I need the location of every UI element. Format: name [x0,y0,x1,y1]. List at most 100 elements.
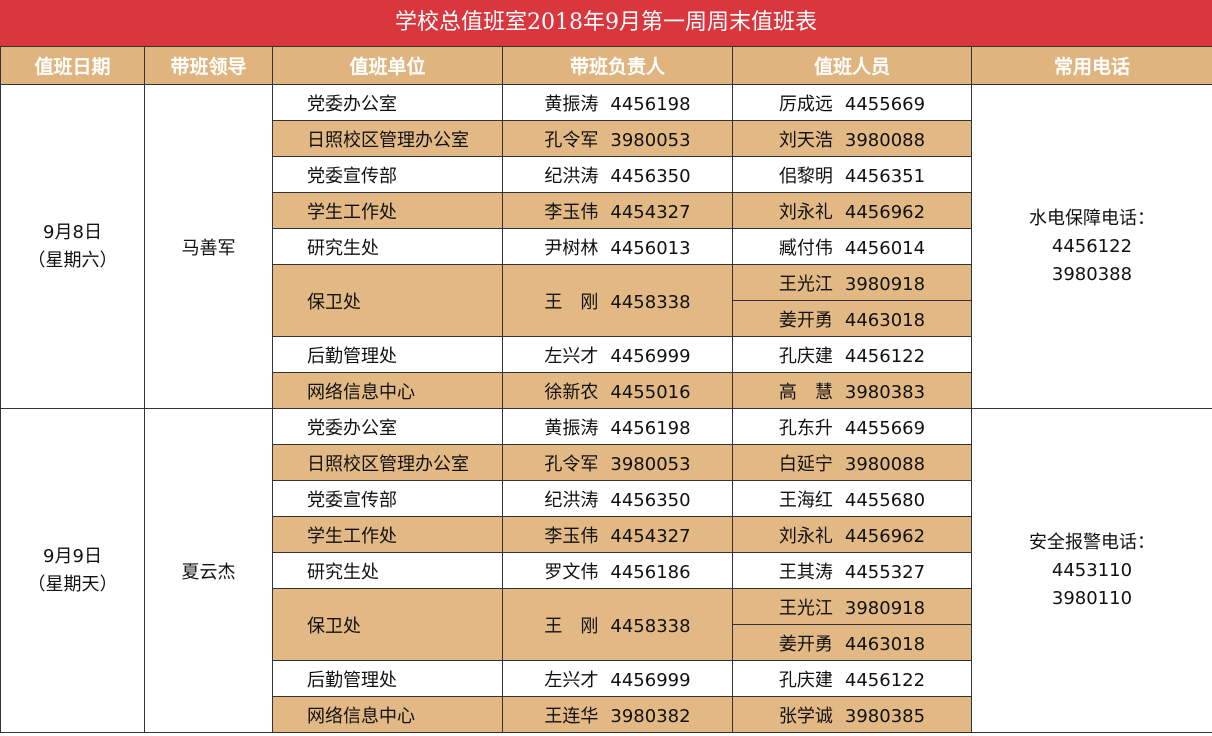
leader-name: 夏云杰 [181,561,236,583]
staff-phone: 4456962 [844,525,926,547]
head-cell: 尹树林 4456013 [502,228,733,265]
unit-cell: 日照校区管理办公室 [272,120,503,157]
unit-cell: 日照校区管理办公室 [272,444,503,481]
head-name: 纪洪涛 [544,489,599,511]
head-name: 黄振涛 [544,417,599,439]
unit-name: 日照校区管理办公室 [307,453,469,475]
head-phone: 3980053 [610,453,691,475]
head-cell: 王 刚 4458338 [502,588,733,661]
staff-cell: 王其涛 4455327 [732,552,972,589]
head-cell: 王 刚 4458338 [502,264,733,337]
staff-name: 刘天浩 [778,129,833,151]
head-phone: 4455016 [610,381,691,403]
head-name: 黄振涛 [544,93,599,115]
table-row: 网络信息中心 徐新农 4455016 高 慧 3980383 [1,372,1212,409]
head-phone: 4454327 [610,201,691,223]
unit-cell: 党委办公室 [272,84,503,121]
table-row: 后勤管理处 左兴才 4456999 孔庆建 4456122 [1,336,1212,373]
head-phone: 4456198 [610,93,691,115]
staff-name: 刘永礼 [778,201,833,223]
staff-cell: 厉成远 4455669 [732,84,972,121]
weekday: （星期天） [27,573,118,595]
unit-name: 研究生处 [307,561,379,583]
staff-cell: 刘永礼 4456962 [732,516,972,553]
table-row: 研究生处 罗文伟 4456186 王其涛 4455327 [1,552,1212,589]
unit-name: 党委办公室 [307,93,397,115]
staff-name: 白延宁 [778,453,833,475]
head-name: 左兴才 [544,669,599,691]
staff-cell: 王光江 3980918 [732,588,972,625]
header-date: 值班日期 [0,46,145,85]
staff-phone: 4456122 [844,345,926,367]
head-name: 徐新农 [544,381,599,403]
staff-name: 孔庆建 [778,345,833,367]
head-cell: 孔令军 3980053 [502,444,733,481]
staff-phone: 3980385 [844,705,926,727]
head-name: 李玉伟 [544,201,599,223]
staff-cell: 张学诚 3980385 [732,696,972,733]
schedule-table: 值班日期 带班领导 值班单位 带班负责人 值班人员 常用电话 9月8日 （星期六）… [0,46,1212,733]
head-phone: 4458338 [610,291,691,313]
phone-cell: 水电保障电话： 4456122 3980388 [971,84,1212,409]
date: 9月9日 [43,545,102,567]
phone-number: 3980388 [1051,263,1133,285]
unit-name: 研究生处 [307,237,379,259]
unit-cell: 网络信息中心 [272,372,503,409]
date-cell: 9月9日 （星期天） [0,408,145,733]
staff-cell: 姜开勇 4463018 [732,300,972,337]
head-name: 孔令军 [544,129,599,151]
head-name: 纪洪涛 [544,165,599,187]
unit-cell: 学生工作处 [272,516,503,553]
staff-cell: 姜开勇 4463018 [732,624,972,661]
staff-name: 臧付伟 [778,237,833,259]
table-row: 姜开勇 4463018 [1,624,1212,661]
page-title: 学校总值班室2018年9月第一周周末值班表 [0,0,1212,46]
staff-phone: 4456351 [844,165,926,187]
head-phone: 4456350 [610,489,691,511]
staff-name: 孔东升 [778,417,833,439]
staff-phone: 4455669 [844,417,926,439]
unit-cell: 学生工作处 [272,192,503,229]
unit-name: 后勤管理处 [307,669,397,691]
staff-cell: 孔东升 4455669 [732,408,972,445]
unit-cell: 党委办公室 [272,408,503,445]
staff-phone: 3980918 [844,273,926,295]
table-row: 保卫处 王 刚 4458338 王光江 3980918 [1,588,1212,661]
head-phone: 4454327 [610,525,691,547]
leader-cell: 夏云杰 [144,408,273,733]
table-row: 学生工作处 李玉伟 4454327 刘永礼 4456962 [1,192,1212,229]
head-phone: 4456186 [610,561,691,583]
staff-cell: 孔庆建 4456122 [732,336,972,373]
head-phone: 3980053 [610,129,691,151]
weekday: （星期六） [27,249,118,271]
phone-number: 4456122 [1051,235,1133,257]
head-phone: 4456013 [610,237,691,259]
staff-phone: 4463018 [844,309,926,331]
leader-cell: 马善军 [144,84,273,409]
head-phone: 4456350 [610,165,691,187]
date-cell: 9月8日 （星期六） [0,84,145,409]
unit-cell: 保卫处 [272,588,503,661]
staff-name: 姜开勇 [778,633,833,655]
table-row: 后勤管理处 左兴才 4456999 孔庆建 4456122 [1,660,1212,697]
unit-cell: 党委宣传部 [272,480,503,517]
staff-phone: 4456122 [844,669,926,691]
unit-name: 党委办公室 [307,417,397,439]
head-cell: 李玉伟 4454327 [502,192,733,229]
unit-name: 学生工作处 [307,525,397,547]
head-name: 王 刚 [544,291,599,313]
head-cell: 罗文伟 4456186 [502,552,733,589]
table-row: 日照校区管理办公室 孔令军 3980053 白延宁 3980088 [1,444,1212,481]
header-unit: 值班单位 [272,46,503,85]
phone-number: 4453110 [1051,559,1133,581]
staff-name: 刘永礼 [778,525,833,547]
staff-cell: 刘永礼 4456962 [732,192,972,229]
head-cell: 左兴才 4456999 [502,660,733,697]
head-name: 王 刚 [544,615,599,637]
table-row: 保卫处 王 刚 4458338 王光江 3980918 [1,264,1212,337]
phone-label: 安全报警电话： [1029,531,1155,553]
staff-cell: 孔庆建 4456122 [732,660,972,697]
head-name: 尹树林 [544,237,599,259]
staff-cell: 白延宁 3980088 [732,444,972,481]
